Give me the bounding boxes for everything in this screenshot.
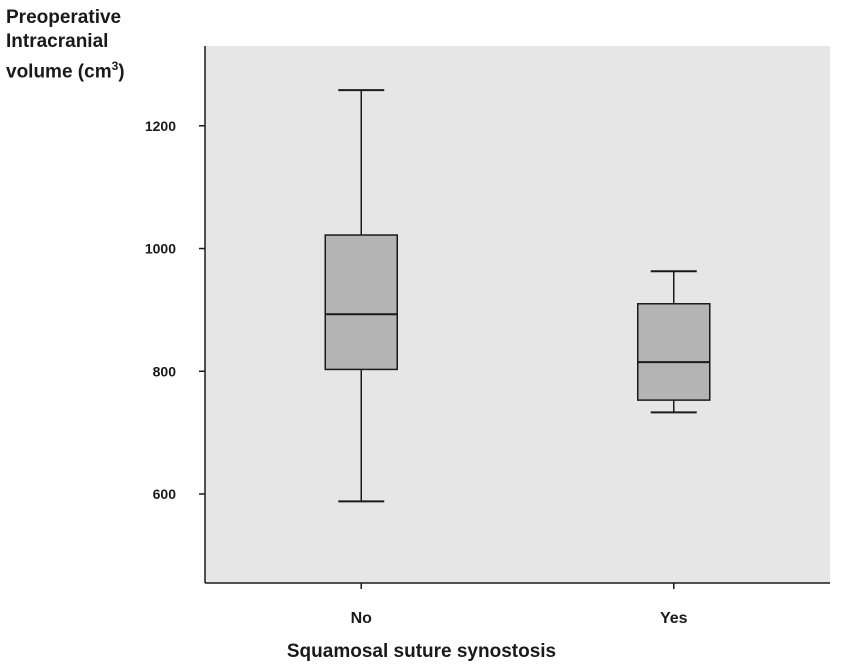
y-axis-title-line-1: Preoperative	[6, 7, 122, 28]
y-tick-label: 600	[153, 486, 177, 502]
box-yes	[637, 270, 711, 414]
y-axis-title-line-2: Intracranial	[6, 31, 109, 52]
iqr-box	[637, 303, 711, 401]
y-tick-label: 800	[153, 363, 177, 379]
y-axis-title: Preoperative Intracranial volume (cm3)	[6, 6, 125, 84]
plot-area	[205, 46, 830, 583]
x-axis-title: Squamosal suture synostosis	[286, 641, 557, 662]
box-no	[324, 89, 398, 503]
x-tick-label: No	[351, 610, 373, 627]
y-axis-ticks: 600 800 1000 1200	[145, 118, 205, 502]
y-axis-title-close-paren: )	[118, 61, 125, 83]
y-axis-title-line-3: volume (cm3)	[6, 54, 125, 84]
box-plot-boxes	[324, 89, 711, 503]
y-tick-label: 1000	[145, 241, 176, 257]
y-axis-title-superscript: 3	[111, 59, 119, 73]
x-tick-label: Yes	[660, 610, 688, 627]
x-axis-ticks: No Yes	[351, 583, 688, 627]
y-tick-label: 1200	[145, 118, 176, 134]
y-axis-title-line-3-text: volume (cm	[6, 61, 112, 83]
iqr-box	[324, 234, 398, 371]
